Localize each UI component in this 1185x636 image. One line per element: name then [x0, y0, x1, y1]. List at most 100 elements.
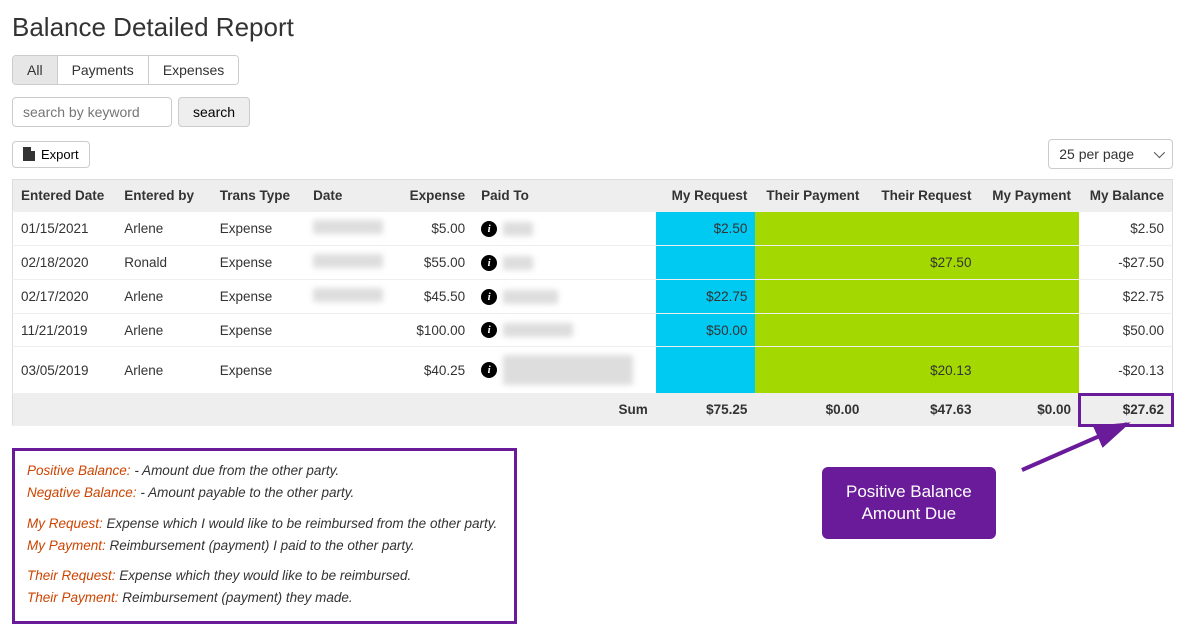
- cell-expense: $55.00: [401, 246, 474, 280]
- cell-date: [305, 212, 400, 246]
- cell-my_balance: -$27.50: [1079, 246, 1172, 280]
- cell-paid_to: i: [473, 314, 656, 347]
- cell-trans_type: Expense: [212, 347, 305, 394]
- cell-trans_type: Expense: [212, 246, 305, 280]
- col-my_payment: My Payment: [979, 180, 1079, 212]
- cell-paid_to: i: [473, 212, 656, 246]
- legend-line: My Payment: Reimbursement (payment) I pa…: [27, 536, 502, 556]
- cell-date: [305, 246, 400, 280]
- page-title: Balance Detailed Report: [12, 12, 1173, 43]
- cell-their_payment: [755, 347, 867, 394]
- cell-entered_date: 01/15/2021: [13, 212, 117, 246]
- col-entered_by: Entered by: [116, 180, 211, 212]
- cell-their_payment: [755, 212, 867, 246]
- cell-paid_to: i: [473, 246, 656, 280]
- col-entered_date: Entered Date: [13, 180, 117, 212]
- sum-their_request: $47.63: [867, 394, 979, 426]
- cell-my_payment: [979, 347, 1079, 394]
- cell-their_payment: [755, 280, 867, 314]
- tab-expenses[interactable]: Expenses: [149, 56, 238, 84]
- sum-empty: [305, 394, 400, 426]
- cell-entered_date: 03/05/2019: [13, 347, 117, 394]
- sum-empty: [116, 394, 211, 426]
- cell-entered_by: Ronald: [116, 246, 211, 280]
- cell-my_request: [656, 347, 756, 394]
- cell-entered_by: Arlene: [116, 280, 211, 314]
- info-icon[interactable]: i: [481, 255, 497, 271]
- chevron-down-icon: [1154, 147, 1165, 158]
- col-my_request: My Request: [656, 180, 756, 212]
- cell-my_request: $50.00: [656, 314, 756, 347]
- table-row: 01/15/2021ArleneExpense$5.00i$2.50$2.50: [13, 212, 1173, 246]
- info-icon[interactable]: i: [481, 362, 497, 378]
- callout: Positive Balance Amount Due: [822, 467, 996, 539]
- legend-line: Positive Balance: - Amount due from the …: [27, 461, 502, 481]
- sum-my_request: $75.25: [656, 394, 756, 426]
- tabs: AllPaymentsExpenses: [12, 55, 239, 85]
- cell-entered_by: Arlene: [116, 314, 211, 347]
- sum-label: Sum: [473, 394, 656, 426]
- sum-their_payment: $0.00: [755, 394, 867, 426]
- sum-empty: [401, 394, 474, 426]
- cell-my_balance: $50.00: [1079, 314, 1172, 347]
- cell-trans_type: Expense: [212, 212, 305, 246]
- cell-date: [305, 280, 400, 314]
- export-button[interactable]: Export: [12, 141, 90, 168]
- cell-expense: $45.50: [401, 280, 474, 314]
- info-icon[interactable]: i: [481, 289, 497, 305]
- cell-paid_to: i: [473, 280, 656, 314]
- search-row: search: [12, 97, 1173, 127]
- table-row: 02/17/2020ArleneExpense$45.50i$22.75$22.…: [13, 280, 1173, 314]
- per-page-label: 25 per page: [1059, 146, 1134, 162]
- callout-line2: Amount Due: [846, 503, 972, 525]
- cell-date: [305, 347, 400, 394]
- cell-my_payment: [979, 280, 1079, 314]
- table-row: 11/21/2019ArleneExpense $100.00 i $50.00 $50…: [13, 314, 1173, 347]
- cell-my_payment: [979, 246, 1079, 280]
- col-trans_type: Trans Type: [212, 180, 305, 212]
- search-input[interactable]: [12, 97, 172, 127]
- legend-line: My Request: Expense which I would like t…: [27, 514, 502, 534]
- sum-my_payment: $0.00: [979, 394, 1079, 426]
- cell-their_request: [867, 280, 979, 314]
- cell-their_payment: [755, 314, 867, 347]
- cell-entered_date: 11/21/2019: [13, 314, 117, 347]
- info-icon[interactable]: i: [481, 221, 497, 237]
- sum-empty: [212, 394, 305, 426]
- col-paid_to: Paid To: [473, 180, 656, 212]
- cell-entered_by: Arlene: [116, 347, 211, 394]
- toolbar: Export 25 per page: [12, 139, 1173, 169]
- cell-my_request: [656, 246, 756, 280]
- cell-their_request: $20.13: [867, 347, 979, 394]
- report-table: Entered DateEntered byTrans TypeDateExpe…: [12, 179, 1173, 426]
- tab-payments[interactable]: Payments: [58, 56, 149, 84]
- sum-empty: [13, 394, 117, 426]
- table-row: 03/05/2019ArleneExpense$40.25i$20.13-$20…: [13, 347, 1173, 394]
- export-label: Export: [41, 147, 79, 162]
- search-button[interactable]: search: [178, 97, 250, 127]
- cell-my_balance: $22.75: [1079, 280, 1172, 314]
- file-icon: [23, 147, 35, 161]
- cell-entered_date: 02/17/2020: [13, 280, 117, 314]
- tab-all[interactable]: All: [13, 56, 58, 84]
- sum-my_balance: $27.62: [1079, 394, 1172, 426]
- legend-line: Their Payment: Reimbursement (payment) t…: [27, 588, 502, 608]
- legend-line: Negative Balance: - Amount payable to th…: [27, 483, 502, 503]
- col-expense: Expense: [401, 180, 474, 212]
- cell-my_request: $2.50: [656, 212, 756, 246]
- callout-line1: Positive Balance: [846, 481, 972, 503]
- cell-expense: $100.00: [401, 314, 474, 347]
- info-icon[interactable]: i: [481, 322, 497, 338]
- per-page-select[interactable]: 25 per page: [1048, 139, 1173, 169]
- cell-their_request: $27.50: [867, 246, 979, 280]
- cell-trans_type: Expense: [212, 314, 305, 347]
- cell-my_payment: [979, 314, 1079, 347]
- cell-my_balance: -$20.13: [1079, 347, 1172, 394]
- table-row: 02/18/2020RonaldExpense$55.00i$27.50-$27…: [13, 246, 1173, 280]
- cell-entered_by: Arlene: [116, 212, 211, 246]
- cell-trans_type: Expense: [212, 280, 305, 314]
- legend-line: Their Request: Expense which they would …: [27, 566, 502, 586]
- cell-their_payment: [755, 246, 867, 280]
- legend-box: Positive Balance: - Amount due from the …: [12, 448, 517, 624]
- col-their_payment: Their Payment: [755, 180, 867, 212]
